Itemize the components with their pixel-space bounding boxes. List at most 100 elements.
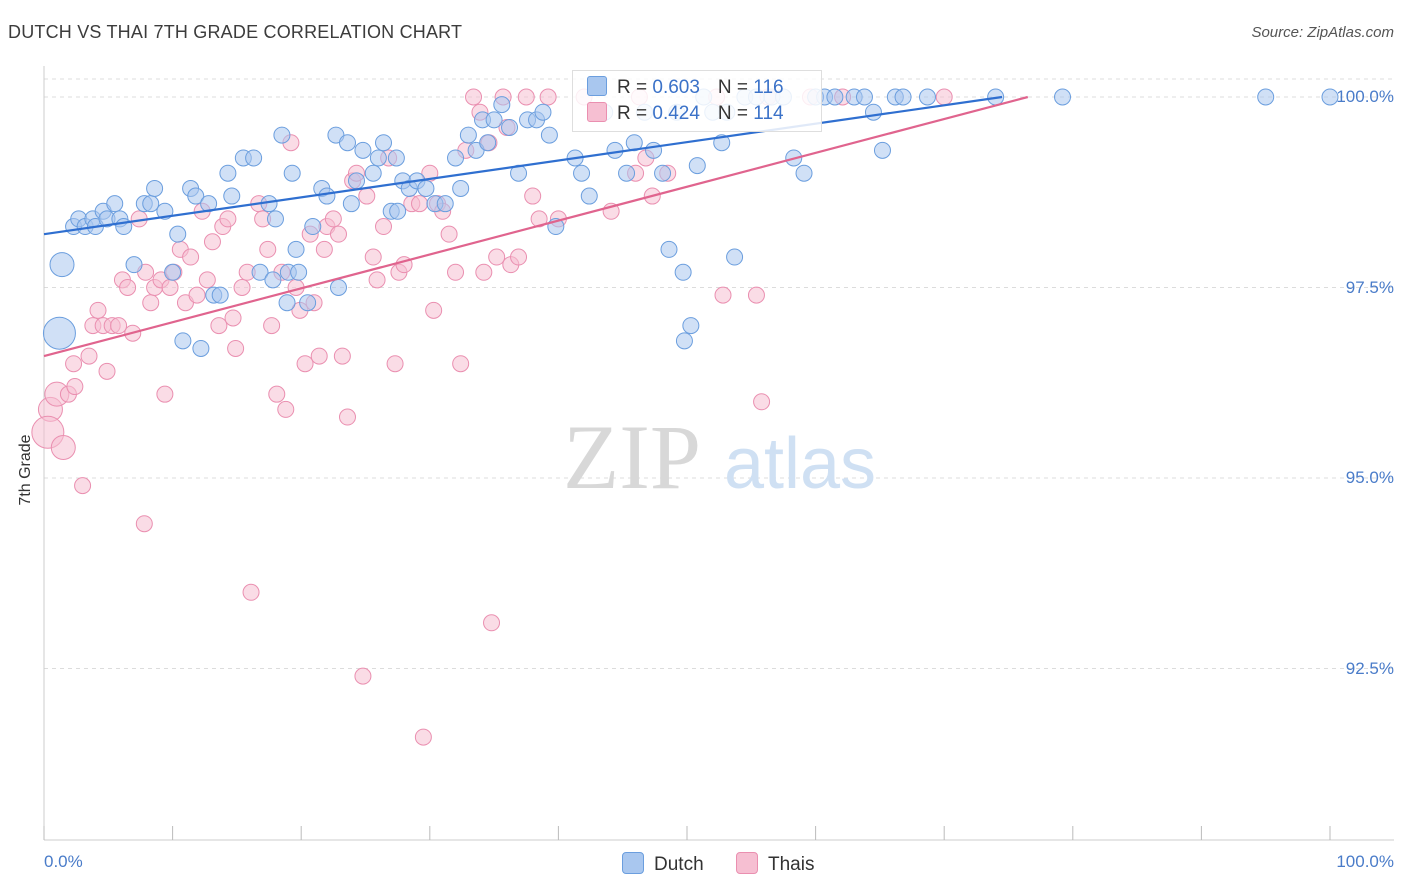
dutch-point (726, 248, 744, 266)
dutch-point (436, 195, 454, 213)
thai-point (539, 88, 557, 106)
dutch-point (387, 149, 405, 167)
dutch-point (283, 164, 301, 182)
dutch-point (364, 164, 382, 182)
dutch-point (142, 195, 160, 213)
dutch-swatch (587, 76, 607, 96)
dutch-r-label: R = (617, 77, 653, 98)
thai-point (358, 187, 376, 205)
grid-lines (44, 78, 1394, 669)
thai-point (210, 317, 228, 335)
dutch-point (459, 126, 477, 144)
x-tick-min: 0.0% (44, 852, 83, 871)
dutch-point (493, 96, 511, 114)
dutch-point (164, 263, 182, 281)
dutch-point (580, 187, 598, 205)
dutch-point (42, 316, 76, 350)
thai-point (296, 355, 314, 373)
dutch-point (795, 164, 813, 182)
chart-title: DUTCH VS THAI 7TH GRADE CORRELATION CHAR… (8, 22, 463, 42)
thai-point (354, 667, 372, 685)
thai-point (452, 355, 470, 373)
thai-point (119, 279, 137, 296)
thai-point (161, 279, 179, 296)
thai-point (263, 317, 281, 335)
dutch-point (918, 88, 936, 106)
thai-point (935, 88, 953, 106)
thai-point (89, 301, 107, 319)
dutch-n-value: 116 (753, 77, 784, 98)
dutch-point (375, 134, 393, 152)
legend-row-thai: R = 0.424 N = 114 (587, 102, 784, 126)
thai-point (329, 225, 347, 243)
y-tick-label: 95.0% (1345, 468, 1394, 487)
thai-point (74, 477, 92, 495)
dutch-point (192, 339, 210, 357)
thai-point (182, 248, 200, 266)
thai-point (386, 355, 404, 373)
thai-point (65, 355, 83, 373)
thai-point (411, 195, 429, 213)
dutch-point (606, 141, 624, 159)
thai-point (440, 225, 458, 243)
thai-point (530, 210, 548, 228)
dutch-point (389, 202, 407, 220)
dutch-point (329, 279, 347, 296)
dutch-point (219, 164, 237, 182)
thai-point (277, 400, 295, 418)
thai-point (368, 271, 386, 289)
watermark-atlas: atlas (724, 424, 876, 504)
dutch-point (873, 141, 891, 159)
thai-point (188, 286, 206, 304)
dutch-point (187, 187, 205, 205)
thai-point (375, 218, 393, 236)
dutch-point (540, 126, 558, 144)
dutch-point (264, 271, 282, 289)
thai-point (227, 339, 245, 357)
dutch-point (266, 210, 284, 228)
thai-point (524, 187, 542, 205)
thai-point (425, 301, 443, 319)
x-tick-max: 100.0% (1336, 852, 1394, 871)
thai-point (156, 385, 174, 403)
thai-point (465, 88, 483, 106)
thai-point (142, 294, 160, 312)
thai-point (242, 583, 260, 601)
thai-point (259, 240, 277, 258)
dutch-point (169, 225, 187, 243)
dutch-point (479, 134, 497, 152)
thai-point (338, 408, 356, 426)
thai-point (224, 309, 242, 327)
dutch-point (1321, 88, 1339, 106)
y-tick-label: 100.0% (1336, 87, 1394, 106)
thai-point (219, 210, 237, 228)
thai-trend-line (43, 95, 1029, 358)
dutch-trend-line (43, 95, 1003, 236)
dutch-point (485, 111, 503, 129)
thai-point (714, 286, 732, 304)
dutch-point (273, 126, 291, 144)
thai-series (31, 88, 953, 746)
dutch-point (1257, 88, 1275, 106)
dutch-point (223, 187, 241, 205)
legend-item-dutch[interactable]: Dutch (622, 852, 704, 876)
thai-point (447, 263, 465, 281)
dutch-point (573, 164, 591, 182)
thai-point (510, 248, 528, 266)
thai-point (315, 240, 333, 258)
dutch-r-value: 0.603 (652, 77, 700, 98)
legend-item-thai[interactable]: Thais (736, 852, 814, 876)
dutch-point (354, 141, 372, 159)
dutch-point (864, 103, 882, 121)
dutch-point (125, 256, 143, 274)
dutch-point (49, 252, 75, 278)
dutch-point (318, 187, 336, 205)
thai-point (135, 515, 153, 533)
dutch-point (290, 263, 308, 281)
dutch-point (452, 179, 470, 197)
thai-point (483, 614, 501, 632)
thai-point (203, 233, 221, 251)
thai-point (233, 279, 251, 296)
thai-point (80, 347, 98, 365)
